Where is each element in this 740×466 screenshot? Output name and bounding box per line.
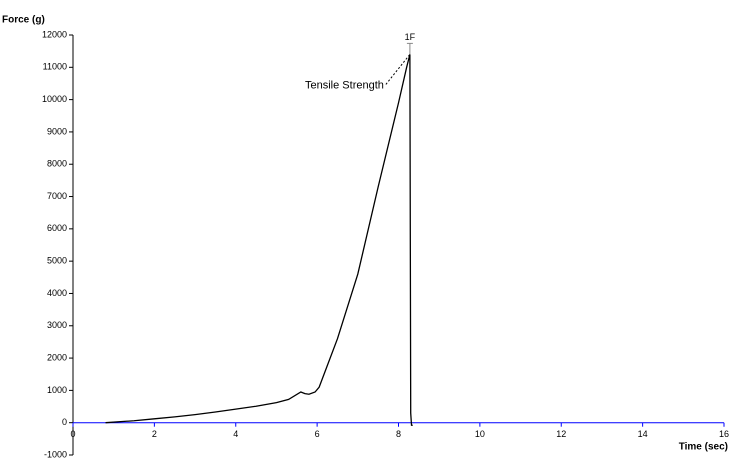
- y-tick-label: 7000: [47, 191, 67, 201]
- x-tick-label: 2: [152, 429, 157, 439]
- data-line: [105, 54, 413, 426]
- y-tick-label: 11000: [43, 62, 67, 72]
- y-tick-label: -1000: [44, 449, 67, 459]
- x-tick-label: 14: [638, 429, 648, 439]
- y-tick-label: 9000: [47, 126, 67, 136]
- y-tick-label: 8000: [47, 159, 67, 169]
- y-tick-label: 1000: [47, 385, 67, 395]
- y-tick-label: 4000: [47, 288, 67, 298]
- annotation: Tensile Strength: [305, 79, 384, 91]
- y-tick-label: 6000: [47, 223, 67, 233]
- x-tick-label: 16: [719, 429, 729, 439]
- x-tick-label: 4: [233, 429, 238, 439]
- y-tick-label: 2000: [47, 352, 67, 362]
- x-tick-label: 6: [315, 429, 320, 439]
- y-tick-label: 12000: [42, 29, 67, 39]
- x-tick-label: 12: [556, 429, 566, 439]
- y-tick-label: 5000: [47, 256, 67, 266]
- y-tick-label: 10000: [42, 94, 67, 104]
- annotation-leader: [385, 54, 411, 85]
- x-tick-label: 0: [70, 429, 75, 439]
- y-axis-label: Force (g): [2, 15, 45, 26]
- y-tick-label: 0: [62, 417, 67, 427]
- annotation: 1F: [405, 32, 416, 42]
- x-tick-label: 10: [475, 429, 485, 439]
- y-tick-label: 3000: [47, 320, 67, 330]
- x-tick-label: 8: [396, 429, 401, 439]
- x-axis-label: Time (sec): [679, 442, 728, 453]
